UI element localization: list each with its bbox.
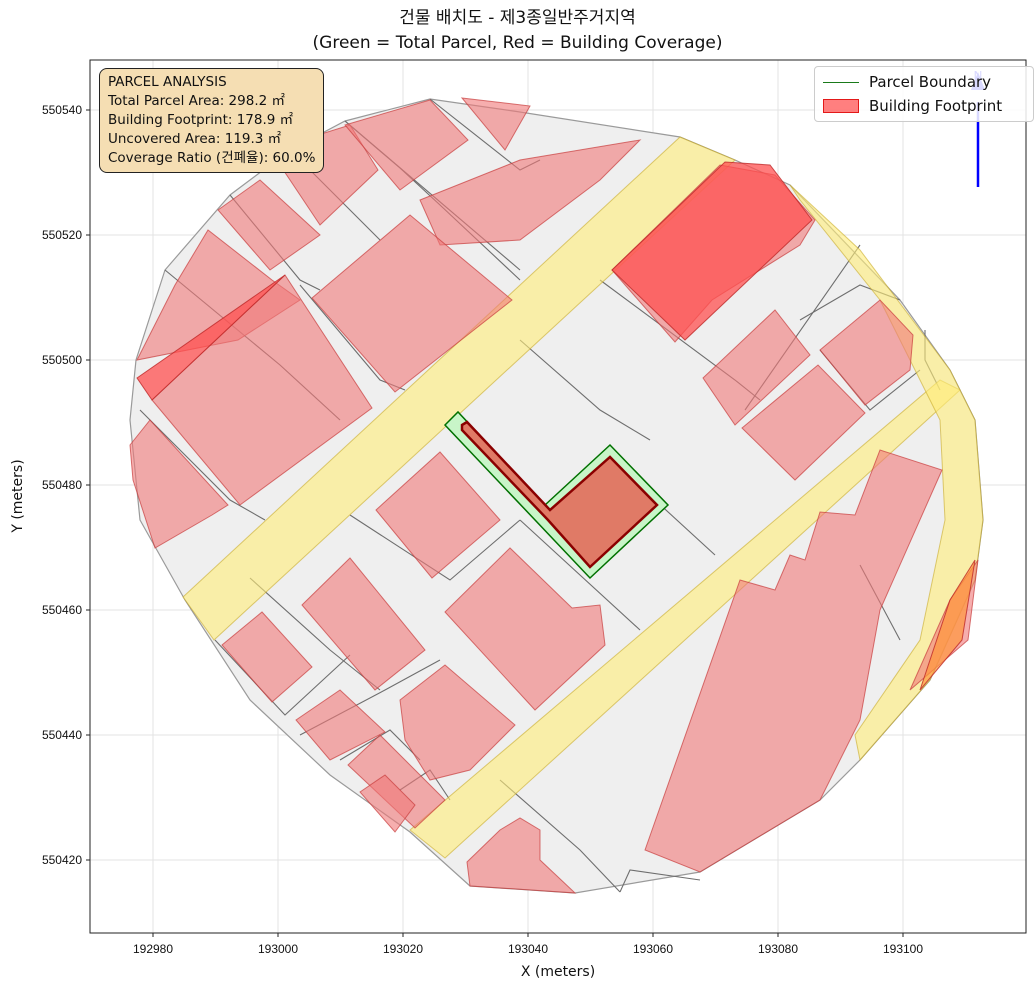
y-tick-labels: 550420 550440 550460 550480 550500 55052…	[42, 103, 82, 867]
x-tick-label: 193060	[633, 942, 673, 956]
tick-marks	[86, 109, 904, 937]
x-tick-label: 193000	[258, 942, 298, 956]
building-w-highlight	[136, 274, 286, 401]
y-tick-label: 550460	[42, 603, 82, 617]
neighbor-buildings	[129, 97, 979, 894]
building-footprint-area: Building Footprint: 178.9 ㎡	[108, 112, 294, 128]
analysis-heading: PARCEL ANALYSIS	[108, 74, 227, 90]
x-tick-label: 193020	[383, 942, 423, 956]
y-tick-label: 550500	[42, 353, 82, 367]
map-title: 건물 배치도 - 제3종일반주거지역	[399, 8, 636, 28]
building-n-1	[460, 97, 531, 151]
y-tick-label: 550420	[42, 853, 82, 867]
legend-parcel-swatch	[823, 81, 859, 83]
building-s-4	[295, 689, 386, 761]
target-building	[460, 420, 659, 569]
plot-frame	[89, 59, 1027, 934]
legend-building-swatch	[823, 99, 859, 113]
building-se-highlight	[919, 559, 976, 691]
building-ne-highlight	[611, 161, 813, 341]
map-subtitle: (Green = Total Parcel, Red = Building Co…	[312, 33, 723, 53]
y-tick-label: 550440	[42, 728, 82, 742]
building-s-7	[359, 774, 416, 833]
road-upper	[182, 136, 736, 641]
building-s-1	[301, 557, 426, 691]
total-parcel-area: Total Parcel Area: 298.2 ㎡	[108, 93, 285, 109]
x-tick-labels: 192980 193000 193020 193040 193060 19308…	[133, 942, 923, 956]
road-layer	[182, 136, 984, 859]
x-axis-label: X (meters)	[521, 964, 595, 980]
y-tick-label: 550520	[42, 228, 82, 242]
building-mid-1	[311, 214, 513, 393]
legend-parcel-label: Parcel Boundary	[869, 73, 992, 91]
x-tick-label: 192980	[133, 942, 173, 956]
highlight-buildings	[136, 161, 976, 691]
y-tick-label: 550540	[42, 103, 82, 117]
building-nw-3	[344, 99, 469, 191]
building-s-2	[221, 611, 313, 703]
parcel-analysis-box: PARCEL ANALYSIS Total Parcel Area: 298.2…	[99, 68, 325, 173]
building-e-1	[702, 309, 811, 426]
x-tick-label: 193080	[758, 942, 798, 956]
building-s-3	[444, 547, 606, 711]
building-e-3	[819, 299, 914, 406]
legend-item-building: Building Footprint	[823, 94, 1025, 118]
building-s-5	[399, 664, 516, 781]
building-c-1	[375, 451, 501, 579]
building-nw-1	[217, 179, 321, 271]
legend: Parcel Boundary Building Footprint	[814, 66, 1034, 122]
uncovered-area: Uncovered Area: 119.3 ㎡	[108, 131, 282, 147]
x-tick-label: 193040	[508, 942, 548, 956]
legend-building-label: Building Footprint	[869, 97, 1003, 115]
legend-item-parcel: Parcel Boundary	[823, 70, 1025, 94]
building-w-3	[129, 419, 229, 549]
coverage-ratio: Coverage Ratio (건폐율): 60.0%	[108, 150, 316, 166]
y-axis-label: Y (meters)	[10, 459, 26, 533]
building-se-1	[644, 449, 943, 873]
building-e-2	[741, 364, 866, 481]
building-s-8	[466, 817, 577, 894]
y-tick-label: 550480	[42, 478, 82, 492]
x-tick-label: 193100	[883, 942, 923, 956]
